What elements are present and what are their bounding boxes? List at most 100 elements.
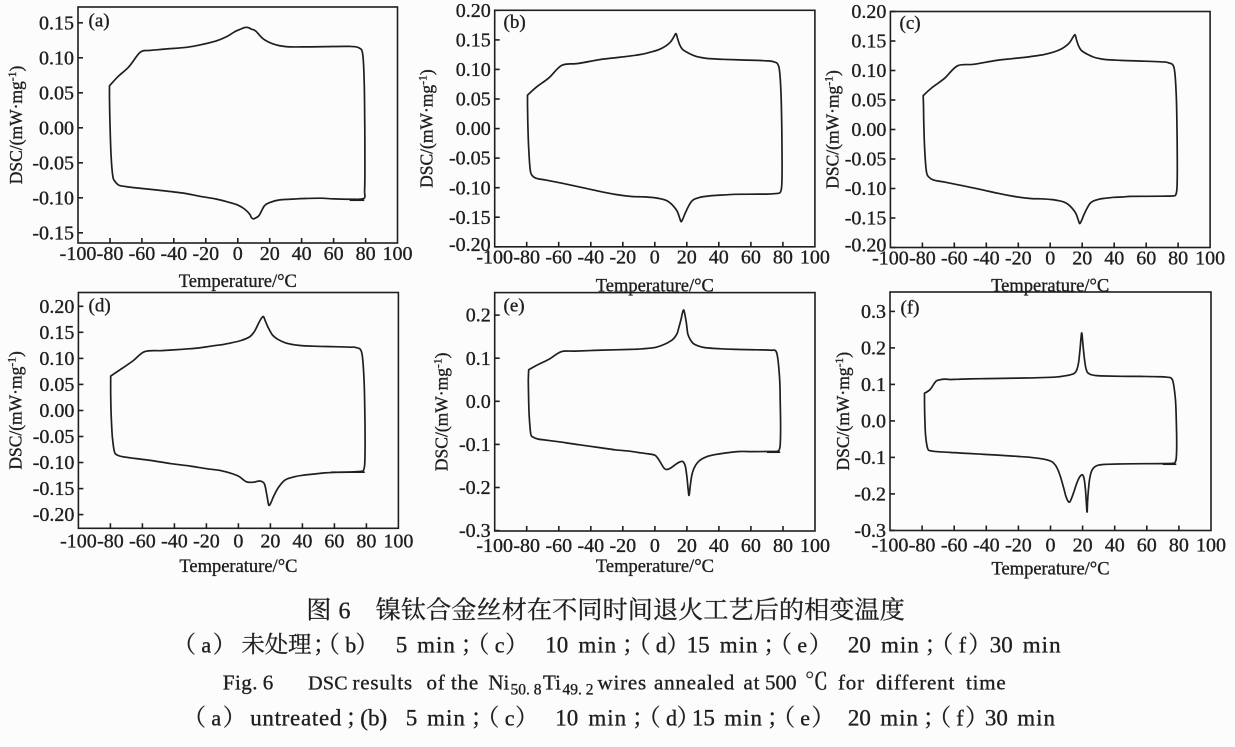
svg-text:-20: -20 [609, 535, 636, 557]
svg-text:6: 6 [263, 671, 274, 695]
svg-text:-20: -20 [193, 530, 220, 552]
svg-text:min: min [588, 706, 627, 731]
svg-text:40: 40 [709, 535, 729, 557]
svg-text:a: a [201, 633, 211, 658]
svg-text:-0.20: -0.20 [845, 235, 887, 257]
svg-text:20: 20 [677, 535, 697, 557]
svg-text:-0.3: -0.3 [459, 520, 491, 542]
svg-text:Fig.: Fig. [223, 671, 258, 695]
svg-text:Temperature/°C: Temperature/°C [179, 272, 297, 292]
svg-text:for: for [838, 671, 865, 695]
svg-text:80: 80 [356, 530, 376, 552]
svg-text:40: 40 [709, 246, 729, 268]
svg-text:10: 10 [545, 633, 568, 658]
svg-text:0: 0 [650, 535, 660, 557]
svg-text:100: 100 [383, 530, 413, 552]
svg-text:0.1: 0.1 [466, 348, 491, 370]
svg-text:60: 60 [741, 246, 761, 268]
svg-text:0: 0 [233, 530, 243, 552]
svg-text:time: time [966, 671, 1007, 695]
svg-text:-0.15: -0.15 [845, 208, 887, 230]
svg-text:15: 15 [692, 706, 715, 731]
svg-text:-0.10: -0.10 [33, 452, 75, 474]
svg-text:-0.20: -0.20 [449, 234, 491, 256]
svg-text:100: 100 [800, 535, 830, 557]
svg-text:-80: -80 [97, 530, 124, 552]
svg-text:-0.1: -0.1 [854, 447, 886, 469]
svg-text:0.00: 0.00 [39, 400, 74, 422]
svg-text:-0.3: -0.3 [854, 520, 886, 542]
svg-text:0.15: 0.15 [851, 31, 886, 53]
svg-text:20: 20 [1072, 248, 1092, 270]
svg-text:(e): (e) [504, 296, 525, 317]
svg-text:60: 60 [1137, 535, 1157, 557]
svg-text:d: d [666, 706, 677, 731]
svg-text:-80: -80 [513, 246, 540, 268]
svg-text:different: different [876, 671, 955, 695]
svg-text:-0.10: -0.10 [845, 178, 887, 200]
svg-text:100: 100 [1196, 535, 1226, 557]
svg-text:0.00: 0.00 [39, 117, 74, 139]
svg-text:min: min [880, 706, 919, 731]
svg-text:-0.15: -0.15 [449, 207, 491, 229]
svg-text:-20: -20 [609, 246, 636, 268]
svg-text:DSC/(mW·mg-1): DSC/(mW·mg-1) [432, 352, 452, 471]
svg-text:-0.15: -0.15 [32, 222, 74, 244]
svg-text:0.0: 0.0 [861, 411, 886, 433]
svg-text:100: 100 [800, 246, 830, 268]
svg-text:5: 5 [406, 706, 418, 731]
svg-text:0.10: 0.10 [39, 47, 74, 69]
svg-text:min: min [427, 706, 466, 731]
svg-text:DSC/(mW·mg-1): DSC/(mW·mg-1) [417, 69, 437, 188]
svg-text:-40: -40 [577, 246, 604, 268]
svg-text:min: min [724, 706, 763, 731]
svg-text:0.3: 0.3 [861, 301, 886, 323]
svg-text:-0.20: -0.20 [33, 504, 75, 526]
svg-text:-80: -80 [97, 243, 124, 265]
svg-text:100: 100 [383, 243, 413, 265]
svg-text:DSC/(mW·mg-1): DSC/(mW·mg-1) [6, 66, 26, 185]
svg-text:-0.15: -0.15 [33, 478, 75, 500]
svg-text:-0.05: -0.05 [32, 152, 74, 174]
svg-text:-0.05: -0.05 [449, 148, 491, 170]
svg-text:0.10: 0.10 [39, 348, 74, 370]
svg-text:Temperature/°C: Temperature/°C [991, 560, 1109, 580]
svg-text:50. 8: 50. 8 [511, 682, 542, 699]
svg-text:500: 500 [765, 671, 797, 695]
svg-text:0.1: 0.1 [861, 374, 886, 396]
svg-text:min: min [1017, 706, 1056, 731]
svg-text:6: 6 [339, 599, 351, 625]
svg-text:Temperature/°C: Temperature/°C [991, 277, 1109, 297]
svg-text:-0.2: -0.2 [459, 477, 491, 499]
svg-text:of: of [427, 671, 446, 695]
svg-text:(b): (b) [360, 706, 387, 731]
svg-text:20: 20 [848, 706, 871, 731]
svg-text:60: 60 [324, 530, 344, 552]
svg-text:-100: -100 [476, 535, 513, 557]
svg-text:60: 60 [1136, 248, 1156, 270]
svg-text:0.0: 0.0 [466, 391, 491, 413]
svg-text:80: 80 [773, 246, 793, 268]
svg-text:-20: -20 [1005, 248, 1032, 270]
svg-text:0.15: 0.15 [456, 30, 491, 52]
svg-text:Temperature/°C: Temperature/°C [596, 557, 714, 577]
svg-text:min: min [417, 633, 456, 658]
svg-text:0.20: 0.20 [851, 1, 886, 23]
svg-text:0.10: 0.10 [851, 60, 886, 82]
svg-text:0.15: 0.15 [39, 322, 74, 344]
svg-text:0.05: 0.05 [851, 90, 886, 112]
svg-text:(c): (c) [900, 13, 921, 34]
svg-text:0.20: 0.20 [39, 296, 74, 318]
svg-text:c: c [505, 706, 515, 731]
svg-text:40: 40 [1105, 535, 1125, 557]
svg-text:40: 40 [292, 243, 312, 265]
svg-text:80: 80 [356, 243, 376, 265]
svg-text:-20: -20 [192, 243, 219, 265]
svg-text:min: min [720, 633, 759, 658]
svg-text:49. 2: 49. 2 [563, 682, 594, 699]
svg-text:(b): (b) [504, 12, 526, 33]
svg-text:20: 20 [848, 633, 871, 658]
svg-text:d: d [656, 633, 667, 658]
svg-text:0.00: 0.00 [851, 119, 886, 141]
svg-text:100: 100 [1195, 248, 1225, 270]
